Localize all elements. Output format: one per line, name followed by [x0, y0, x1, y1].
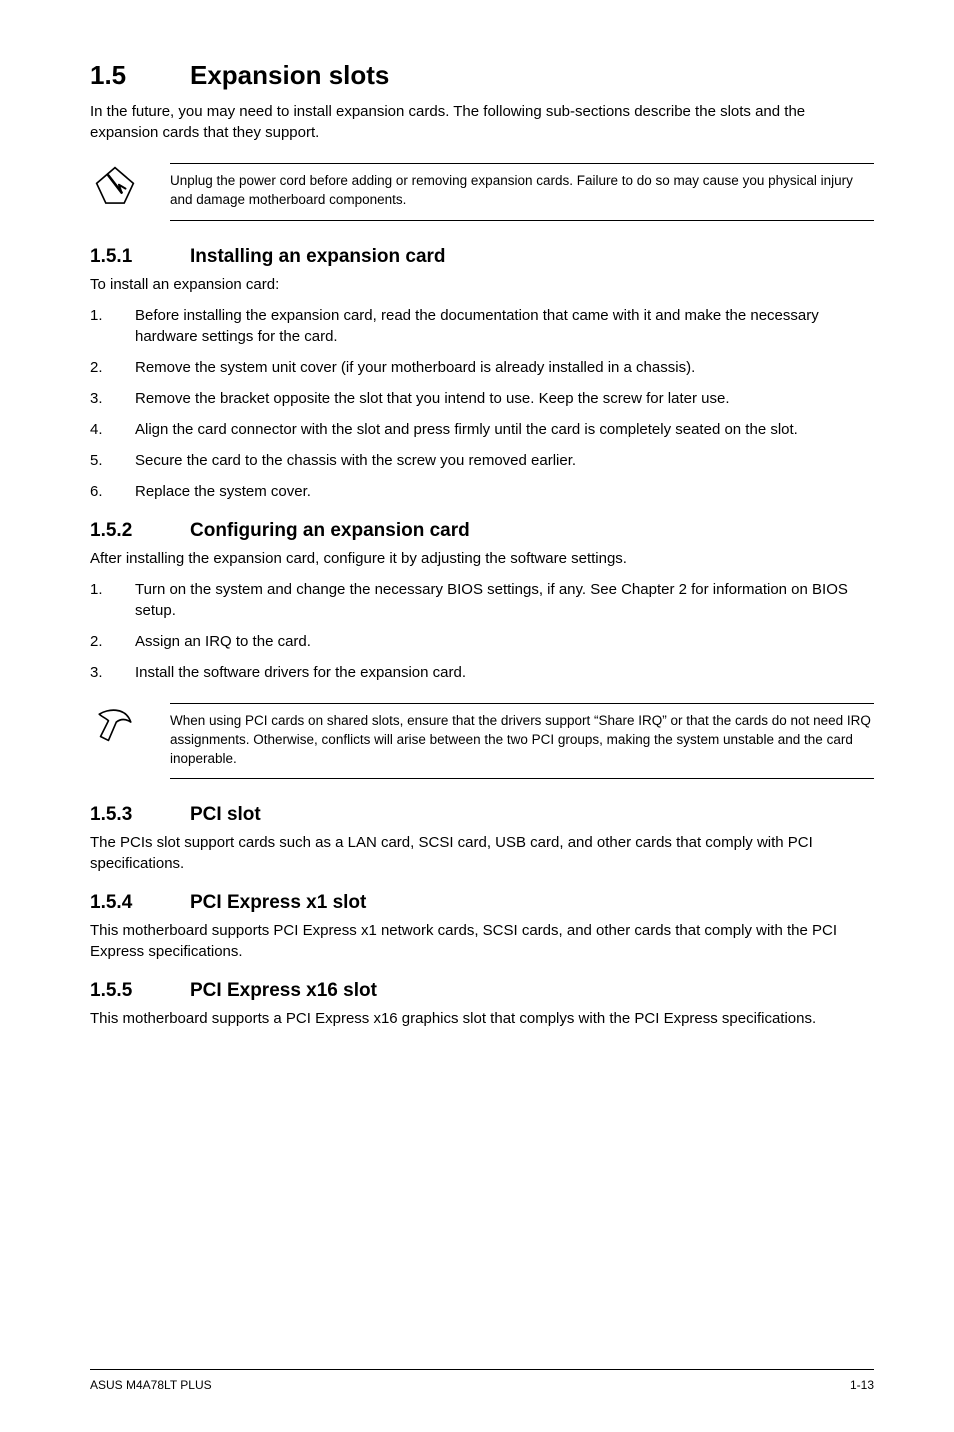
sub4-title-text: PCI Express x1 slot [190, 892, 366, 913]
step-text: Remove the system unit cover (if your mo… [135, 357, 874, 378]
sub2-steps: 1.Turn on the system and change the nece… [90, 579, 874, 683]
sub5-intro: This motherboard supports a PCI Express … [90, 1008, 874, 1029]
sub2-intro: After installing the expansion card, con… [90, 548, 874, 569]
list-item: 2.Remove the system unit cover (if your … [90, 357, 874, 378]
list-item: 5.Secure the card to the chassis with th… [90, 450, 874, 471]
list-item: 6.Replace the system cover. [90, 481, 874, 502]
step-number: 3. [90, 662, 135, 683]
step-number: 4. [90, 419, 135, 440]
sub1-intro: To install an expansion card: [90, 274, 874, 295]
sub2-title-text: Configuring an expansion card [190, 520, 470, 541]
step-text: Replace the system cover. [135, 481, 874, 502]
step-number: 1. [90, 579, 135, 621]
sub2-number: 1.5.2 [90, 520, 190, 542]
sub4-intro: This motherboard supports PCI Express x1… [90, 920, 874, 962]
list-item: 2.Assign an IRQ to the card. [90, 631, 874, 652]
list-item: 3.Install the software drivers for the e… [90, 662, 874, 683]
sub4-number: 1.5.4 [90, 892, 190, 914]
sub3-heading: 1.5.3PCI slot [90, 804, 874, 826]
step-text: Install the software drivers for the exp… [135, 662, 874, 683]
step-text: Secure the card to the chassis with the … [135, 450, 874, 471]
footer-left: ASUS M4A78LT PLUS [90, 1378, 212, 1392]
section-intro: In the future, you may need to install e… [90, 101, 874, 143]
step-number: 1. [90, 305, 135, 347]
warning-text: Unplug the power cord before adding or r… [170, 163, 874, 221]
sub3-intro: The PCIs slot support cards such as a LA… [90, 832, 874, 874]
page-footer: ASUS M4A78LT PLUS 1-13 [90, 1369, 874, 1392]
list-item: 1.Before installing the expansion card, … [90, 305, 874, 347]
step-text: Turn on the system and change the necess… [135, 579, 874, 621]
section-title-text: Expansion slots [190, 60, 389, 90]
step-number: 2. [90, 357, 135, 378]
step-text: Assign an IRQ to the card. [135, 631, 874, 652]
section-heading: 1.5Expansion slots [90, 60, 874, 91]
list-item: 3.Remove the bracket opposite the slot t… [90, 388, 874, 409]
note-block: When using PCI cards on shared slots, en… [90, 703, 874, 780]
warning-icon [90, 163, 140, 207]
sub5-heading: 1.5.5PCI Express x16 slot [90, 980, 874, 1002]
step-text: Remove the bracket opposite the slot tha… [135, 388, 874, 409]
list-item: 4.Align the card connector with the slot… [90, 419, 874, 440]
sub1-steps: 1.Before installing the expansion card, … [90, 305, 874, 502]
list-item: 1.Turn on the system and change the nece… [90, 579, 874, 621]
page: 1.5Expansion slots In the future, you ma… [0, 0, 954, 1432]
sub4-heading: 1.5.4PCI Express x1 slot [90, 892, 874, 914]
sub3-title-text: PCI slot [190, 804, 261, 825]
step-number: 3. [90, 388, 135, 409]
step-number: 2. [90, 631, 135, 652]
section-number: 1.5 [90, 60, 190, 91]
step-text: Align the card connector with the slot a… [135, 419, 874, 440]
sub1-number: 1.5.1 [90, 246, 190, 268]
sub3-number: 1.5.3 [90, 804, 190, 826]
sub2-heading: 1.5.2Configuring an expansion card [90, 520, 874, 542]
sub5-title-text: PCI Express x16 slot [190, 980, 377, 1001]
footer-right: 1-13 [850, 1378, 874, 1392]
sub1-title-text: Installing an expansion card [190, 246, 446, 267]
sub1-heading: 1.5.1Installing an expansion card [90, 246, 874, 268]
step-number: 5. [90, 450, 135, 471]
sub5-number: 1.5.5 [90, 980, 190, 1002]
step-number: 6. [90, 481, 135, 502]
note-text: When using PCI cards on shared slots, en… [170, 703, 874, 780]
step-text: Before installing the expansion card, re… [135, 305, 874, 347]
warning-block: Unplug the power cord before adding or r… [90, 163, 874, 221]
note-icon [90, 703, 140, 747]
